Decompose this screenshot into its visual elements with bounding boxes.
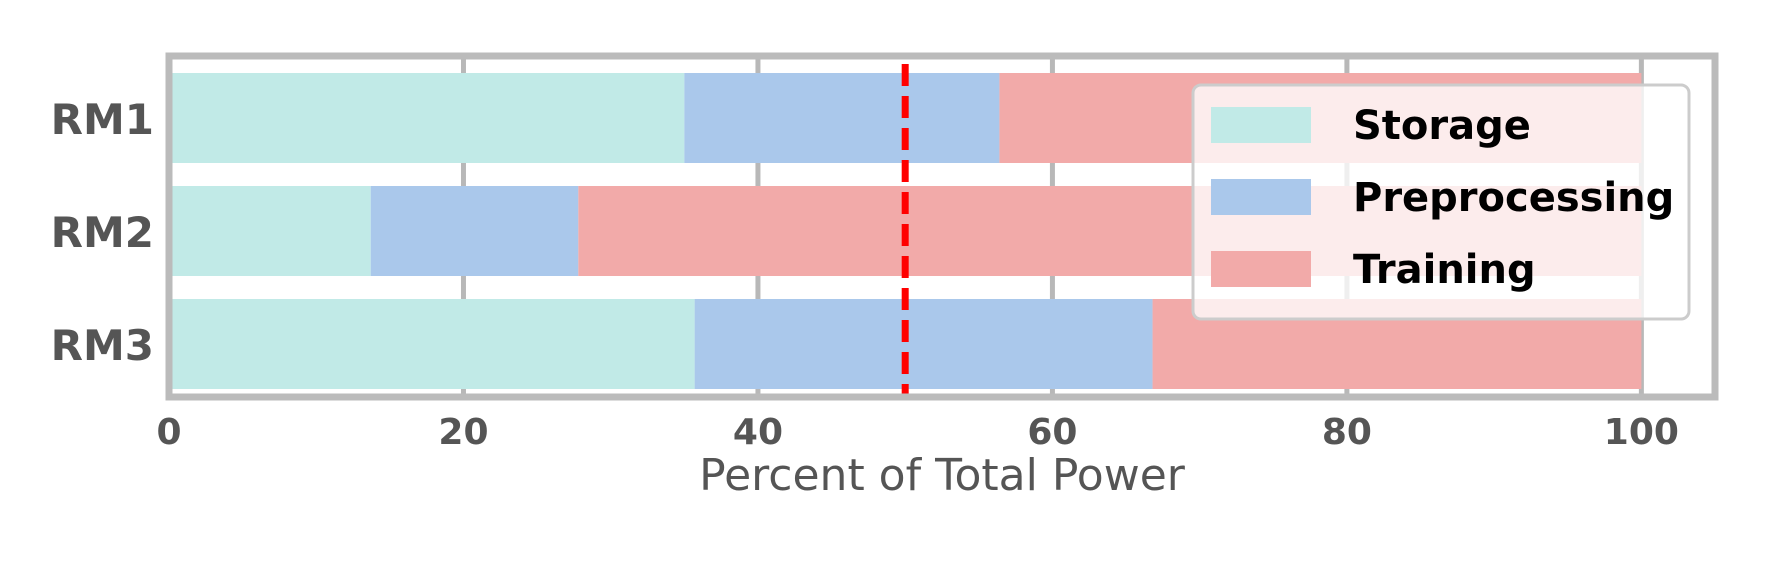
x-tick-label: 20 — [438, 412, 488, 453]
bar-preprocessing-rm3 — [694, 299, 1153, 389]
axes-frame — [165, 52, 1719, 401]
category-labels: RM1 RM2 RM3 — [51, 95, 154, 370]
legend-label-storage: Storage — [1353, 103, 1531, 149]
x-tick-label: 100 — [1604, 412, 1679, 453]
bar-storage-rm3 — [169, 299, 695, 389]
legend-label-training: Training — [1353, 247, 1536, 293]
bar-storage-rm1 — [169, 73, 685, 163]
x-axis-title: Percent of Total Power — [699, 450, 1186, 501]
category-label: RM2 — [51, 208, 154, 257]
x-tick-label: 60 — [1027, 412, 1077, 453]
legend: Storage Preprocessing Training — [1191, 83, 1691, 321]
x-tick-label: 40 — [733, 412, 783, 453]
bar-preprocessing-rm1 — [684, 73, 1000, 163]
legend-swatch-preprocessing — [1211, 179, 1311, 215]
plot-frame — [165, 52, 1719, 401]
legend-swatch-storage — [1211, 107, 1311, 143]
bar-preprocessing-rm2 — [370, 186, 579, 276]
category-label: RM3 — [51, 321, 154, 370]
legend-swatch-training — [1211, 251, 1311, 287]
x-tick-label: 80 — [1322, 412, 1372, 453]
x-tick-labels: 0 20 40 60 80 100 — [156, 412, 1678, 453]
bar-storage-rm2 — [169, 186, 371, 276]
legend-label-preprocessing: Preprocessing — [1353, 175, 1674, 221]
x-tick-label: 0 — [156, 412, 181, 453]
category-label: RM1 — [51, 95, 154, 144]
legend-box — [1191, 83, 1691, 321]
